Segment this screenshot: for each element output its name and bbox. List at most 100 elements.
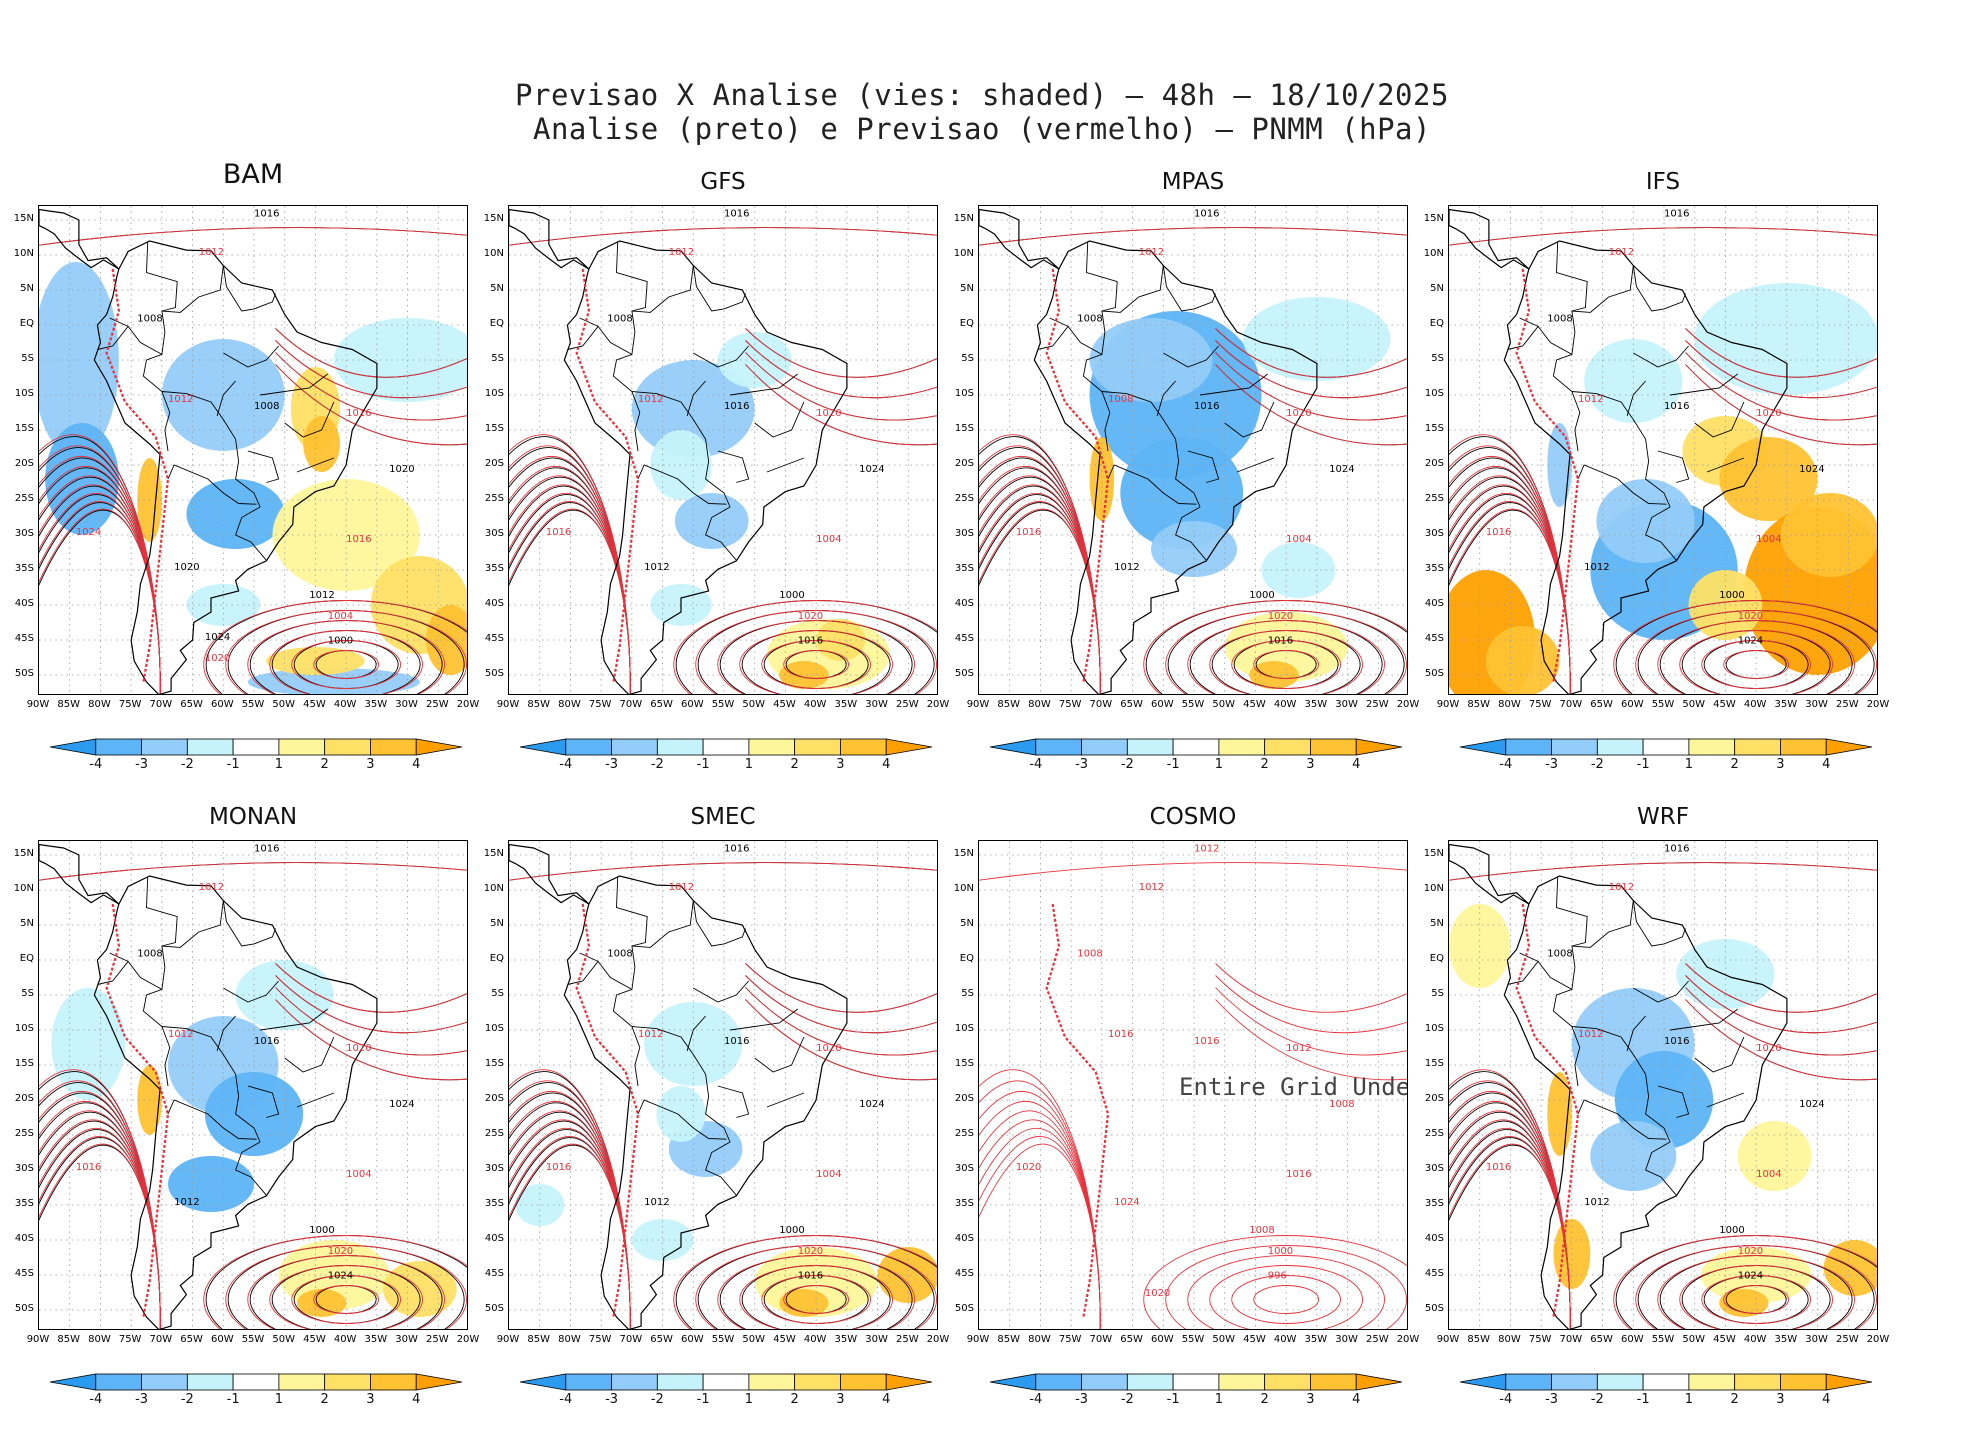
contour-label: 1012	[1578, 1029, 1603, 1040]
lat-tick-label: 20S	[484, 458, 504, 469]
colorbar-swatch	[232, 1373, 280, 1391]
bias-area	[1823, 1240, 1877, 1296]
figure-subtitle: Analise (preto) e Previsao (vermelho) – …	[533, 112, 1431, 146]
colorbar-swatch	[95, 1373, 142, 1391]
isobar-contour	[1657, 620, 1855, 694]
bias-area	[656, 1086, 706, 1142]
bias-area	[1700, 1247, 1812, 1303]
lat-tick-label: 5N	[20, 918, 34, 929]
lon-tick-label: 55W	[711, 699, 735, 710]
colorbar-tick-label: -2	[180, 757, 194, 772]
contour-label: 1012	[638, 394, 663, 405]
lat-tick-label: 15N	[1423, 848, 1444, 859]
map-svg: 1016 1012 1008 1012 1016 1020 1024 1016 1012 1004…	[1449, 841, 1877, 1329]
isobar-contour	[1685, 975, 1877, 1034]
colorbar-swatch	[1505, 1373, 1552, 1391]
isobar-contour	[275, 987, 467, 1056]
country-border	[1082, 265, 1164, 452]
colorbar-tick-label: -1	[226, 757, 240, 772]
contour-label: 1012	[174, 1197, 199, 1208]
colorbar-tick-label: -3	[605, 1392, 619, 1407]
coastline	[979, 208, 1060, 270]
colorbar-swatch	[232, 738, 280, 756]
contour-label: 1012	[644, 1197, 669, 1208]
country-border	[717, 1085, 750, 1118]
lon-tick-label: 65W	[1590, 699, 1613, 710]
colorbar-tick-label: -1	[1166, 1392, 1180, 1407]
colorbar-tick-label: 2	[1260, 757, 1269, 772]
coastline	[509, 843, 590, 905]
isobar-contour	[225, 610, 467, 694]
map-panel-ifs: IFS 1016 1012 1008 1012 1016 1020 1024 1016 1012 1…	[1410, 169, 1890, 789]
lon-tick-label: 45W	[303, 1334, 326, 1345]
isobar-contour	[509, 485, 631, 694]
country-border	[1670, 1008, 1738, 1031]
contour-label: 1004	[816, 1169, 841, 1180]
country-border	[146, 877, 178, 947]
isobar-contour	[783, 650, 849, 679]
lon-tick-label: 90W	[1436, 699, 1460, 710]
contour-label: 1016	[546, 527, 571, 538]
lon-tick-label: 65W	[1120, 699, 1143, 710]
lon-tick-label: 85W	[57, 699, 81, 710]
colorbar-swatch	[1035, 738, 1082, 756]
isobar-contour	[1215, 328, 1407, 378]
bias-area	[1485, 626, 1560, 694]
isobar-contour	[509, 484, 631, 694]
colorbar-tick-label: -3	[135, 1392, 149, 1407]
country-border	[1556, 877, 1588, 947]
isobar-contour	[1685, 987, 1877, 1056]
country-border	[692, 265, 746, 312]
contour-label: 1000	[779, 590, 804, 601]
lon-tick-label: 70W	[1559, 699, 1583, 710]
lon-tick-label: 75W	[1058, 1334, 1082, 1345]
map-panel-smec: SMEC 1016 1012 1008 1012 1016 1020 1024 1016 1012…	[470, 804, 950, 1424]
colorbar-tick-label: -4	[89, 1392, 103, 1407]
lon-tick-label: 25W	[1835, 699, 1859, 710]
country-border	[754, 401, 805, 438]
isobar-contour	[979, 1127, 1101, 1329]
bias-area	[1719, 1289, 1769, 1317]
map-panel-gfs: GFS 1016 1012 1008 1012 1016 1020 1024 1016 1012 1…	[470, 169, 950, 789]
colorbar-swatch	[519, 1373, 567, 1391]
colorbar-tick-label: -1	[1166, 757, 1180, 772]
isobar-contour	[745, 963, 937, 1013]
lat-tick-label: 35S	[484, 563, 504, 574]
colorbar-swatch	[1264, 1373, 1311, 1391]
isobar-contour	[247, 620, 445, 694]
isobar-contour	[745, 987, 937, 1056]
isobar-contour	[509, 455, 631, 694]
lat-tick-label: 15S	[484, 423, 504, 434]
lon-tick-label: 60W	[1150, 699, 1174, 710]
lat-tick-label: 40S	[1424, 598, 1444, 609]
lon-tick-label: 65W	[180, 1334, 203, 1345]
coastline	[1503, 240, 1788, 694]
contour-label: 1020	[1756, 408, 1781, 419]
lon-tick-label: 80W	[1498, 1334, 1521, 1345]
colorbar: -4 -3 -2 -1 1 2 3 4	[519, 1372, 933, 1416]
map-plot: 1012 1012 1008 1016 1016 1012 1008 1020 1024 1016…	[978, 840, 1408, 1330]
isobar-contour	[673, 600, 937, 694]
isobar-contour	[745, 340, 937, 399]
colorbar-swatch	[1459, 738, 1507, 756]
lon-tick-label: 80W	[558, 699, 581, 710]
colorbar-swatch	[1172, 1373, 1220, 1391]
isobar-contour	[1679, 1265, 1833, 1329]
isobar-contour	[313, 650, 379, 679]
colorbar-swatch	[611, 1373, 658, 1391]
isobar-contour	[275, 340, 467, 399]
colorbar-swatch	[989, 738, 1037, 756]
bias-area	[51, 988, 125, 1100]
colorbar-tick-label: 1	[1214, 757, 1224, 772]
contour-label: 1008	[1547, 949, 1572, 960]
lat-tick-label: 25S	[1424, 493, 1444, 504]
colorbar-tick-label: 3	[1306, 1392, 1315, 1407]
bias-area	[1151, 521, 1237, 577]
lon-tick-label: 30W	[1805, 1334, 1828, 1345]
contour-label: 1000	[1719, 1225, 1744, 1236]
lon-tick-label: 85W	[997, 699, 1021, 710]
contour-label: 1020	[798, 1246, 823, 1257]
lon-tick-label: 20W	[1866, 699, 1890, 710]
lat-tick-label: 40S	[484, 598, 504, 609]
contour-label: 1016	[1108, 1029, 1133, 1040]
